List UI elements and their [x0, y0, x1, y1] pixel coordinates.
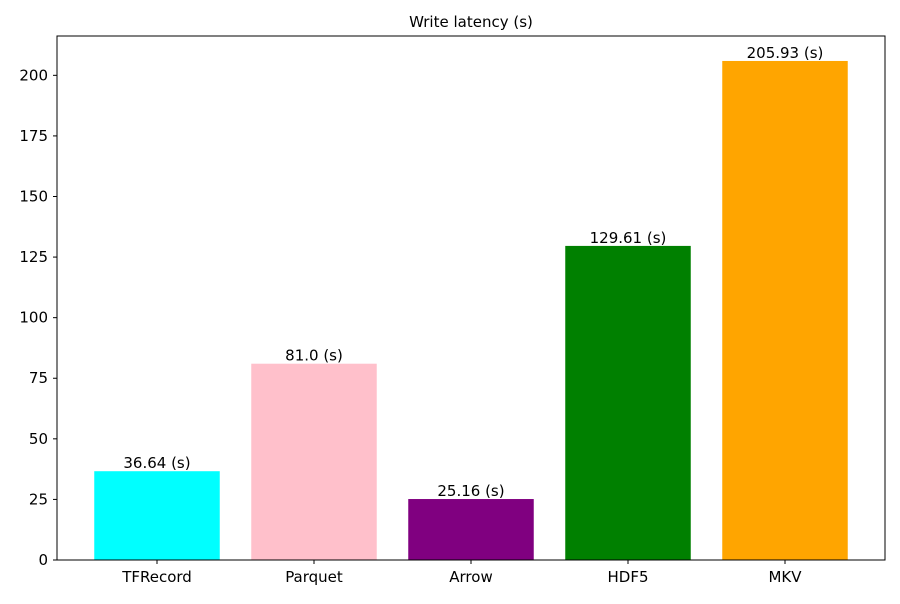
y-tick-label: 150	[19, 187, 48, 205]
bar-arrow	[408, 499, 534, 560]
plot-frame	[56, 35, 886, 561]
data-label-mkv: 205.93 (s)	[747, 44, 824, 62]
y-tick-label: 50	[29, 430, 48, 448]
y-tick-label: 25	[29, 490, 48, 508]
x-tick-label-hdf5: HDF5	[607, 568, 648, 586]
bar-mkv	[722, 60, 848, 561]
data-label-arrow: 25.16 (s)	[437, 482, 504, 500]
x-tick-label-parquet: Parquet	[285, 568, 343, 586]
bar-parquet	[251, 363, 377, 560]
data-label-parquet: 81.0 (s)	[285, 347, 343, 365]
value-labels-layer: 36.64 (s) 81.0 (s) 25.16 (s) 129.61 (s) 205.…	[123, 44, 823, 500]
bars-layer	[94, 60, 848, 561]
chart-title: Write latency (s)	[409, 13, 533, 31]
data-label-tfrecord: 36.64 (s)	[123, 454, 190, 472]
y-tick-label: 200	[19, 66, 48, 84]
y-tick-label: 175	[19, 127, 48, 145]
y-tick-label: 75	[29, 369, 48, 387]
bar-tfrecord	[94, 471, 220, 560]
x-tick-label-tfrecord: TFRecord	[121, 568, 192, 586]
y-axis: 0 25 50 75 100 125 150 175 200	[19, 66, 57, 569]
bar-hdf5	[565, 245, 691, 560]
y-tick-label: 100	[19, 309, 48, 327]
y-tick-label: 125	[19, 248, 48, 266]
y-tick-label: 0	[38, 551, 48, 569]
x-tick-label-arrow: Arrow	[449, 568, 492, 586]
x-axis: TFRecord Parquet Arrow HDF5 MKV	[121, 560, 802, 586]
data-label-hdf5: 129.61 (s)	[590, 229, 667, 247]
x-tick-label-mkv: MKV	[768, 568, 802, 586]
